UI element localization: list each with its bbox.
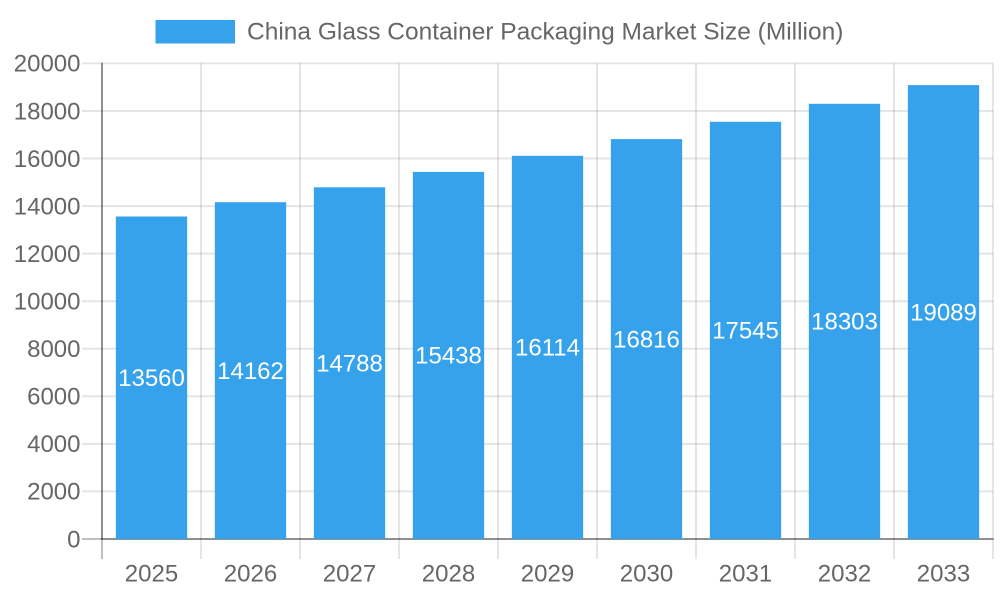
svg-text:2026: 2026 — [224, 561, 277, 588]
svg-text:14000: 14000 — [14, 193, 81, 220]
svg-text:2029: 2029 — [521, 561, 574, 588]
svg-text:17545: 17545 — [712, 318, 779, 345]
svg-text:2027: 2027 — [323, 561, 376, 588]
svg-text:2025: 2025 — [125, 561, 178, 588]
svg-text:2028: 2028 — [422, 561, 475, 588]
svg-text:8000: 8000 — [27, 336, 80, 363]
svg-text:13560: 13560 — [118, 365, 185, 392]
svg-text:2000: 2000 — [27, 479, 80, 506]
svg-text:18303: 18303 — [811, 309, 878, 336]
svg-text:12000: 12000 — [14, 241, 81, 268]
svg-text:10000: 10000 — [14, 289, 81, 316]
svg-text:16816: 16816 — [613, 326, 680, 353]
svg-text:19089: 19089 — [910, 299, 977, 326]
svg-text:15438: 15438 — [415, 343, 482, 370]
svg-text:0: 0 — [67, 526, 80, 553]
svg-text:2033: 2033 — [917, 561, 970, 588]
svg-text:20000: 20000 — [14, 51, 81, 78]
svg-text:2030: 2030 — [620, 561, 673, 588]
svg-text:China Glass Container Packagin: China Glass Container Packaging Market S… — [247, 19, 843, 46]
svg-text:4000: 4000 — [27, 431, 80, 458]
svg-text:16114: 16114 — [515, 335, 580, 362]
svg-text:2031: 2031 — [719, 561, 772, 588]
svg-text:2032: 2032 — [818, 561, 871, 588]
svg-text:6000: 6000 — [27, 384, 80, 411]
svg-text:16000: 16000 — [14, 146, 81, 173]
svg-text:14788: 14788 — [316, 351, 383, 378]
svg-text:18000: 18000 — [14, 98, 81, 125]
svg-text:14162: 14162 — [217, 358, 284, 385]
